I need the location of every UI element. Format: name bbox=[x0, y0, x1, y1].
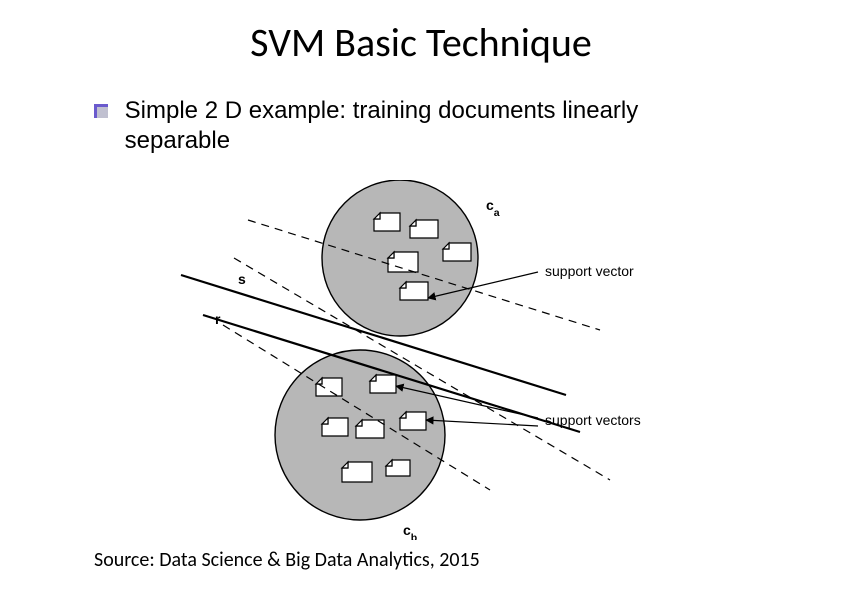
source-line: Source: Data Science & Big Data Analytic… bbox=[94, 548, 480, 572]
diagram-label: s bbox=[238, 271, 246, 287]
bullet-text: Simple 2 D example: training documents l… bbox=[125, 96, 715, 156]
svm-diagram: s r ca cb support vector support vectors bbox=[160, 180, 680, 540]
bullet-icon bbox=[94, 104, 108, 118]
slide-title: SVM Basic Technique bbox=[0, 18, 842, 67]
diagram-label: support vector bbox=[545, 263, 634, 279]
diagram-label: support vectors bbox=[545, 412, 641, 428]
diagram-label: ca bbox=[486, 197, 500, 219]
slide: SVM Basic Technique Simple 2 D example: … bbox=[0, 0, 842, 596]
diagram-label: r bbox=[215, 311, 221, 327]
bullet-item: Simple 2 D example: training documents l… bbox=[94, 96, 734, 156]
diagram-label: cb bbox=[403, 522, 417, 540]
